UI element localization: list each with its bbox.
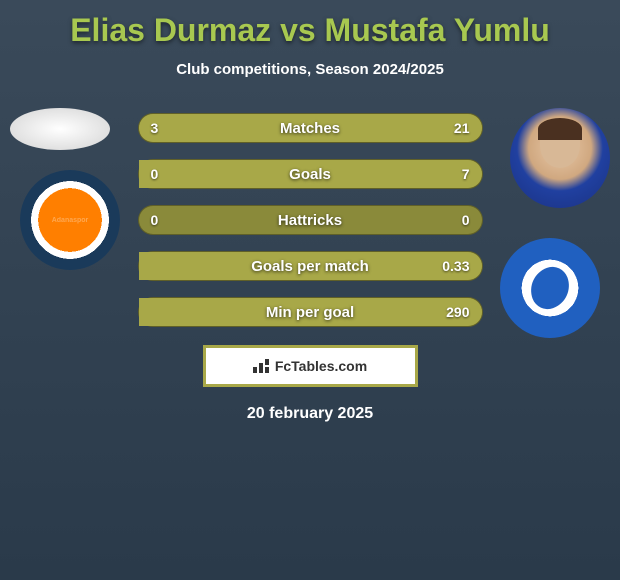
stat-row-hattricks: 0 Hattricks 0 (138, 205, 483, 235)
stat-val-right: 7 (462, 166, 470, 182)
stat-label: Hattricks (139, 212, 482, 229)
stat-row-matches: 3 Matches 21 (138, 113, 483, 143)
stat-row-goals: 0 Goals 7 (138, 159, 483, 189)
stat-val-right: 21 (454, 120, 470, 136)
stat-row-mpg: Min per goal 290 (138, 297, 483, 327)
stat-label: Goals per match (139, 258, 482, 275)
brand-box: FcTables.com (203, 345, 418, 387)
stat-row-gpm: Goals per match 0.33 (138, 251, 483, 281)
player-right-avatar (510, 108, 610, 208)
stat-label: Min per goal (139, 304, 482, 321)
player-left-avatar (10, 108, 110, 150)
badge-left-label: Adanaspor (52, 217, 89, 224)
chart-icon (253, 359, 271, 373)
subtitle: Club competitions, Season 2024/2025 (0, 61, 620, 78)
stat-val-right: 290 (446, 304, 469, 320)
comparison-area: Adanaspor 3 Matches 21 0 Goals 7 0 Hattr… (0, 108, 620, 423)
club-badge-left: Adanaspor (20, 170, 120, 270)
club-badge-right (500, 238, 600, 338)
stat-label: Matches (139, 120, 482, 137)
date-label: 20 february 2025 (0, 405, 620, 423)
page-title: Elias Durmaz vs Mustafa Yumlu (0, 0, 620, 49)
brand-label: FcTables.com (275, 358, 367, 374)
stats-container: 3 Matches 21 0 Goals 7 0 Hattricks 0 Goa… (138, 108, 483, 327)
stat-val-right: 0.33 (442, 258, 469, 274)
stat-val-right: 0 (462, 212, 470, 228)
stat-label: Goals (139, 166, 482, 183)
